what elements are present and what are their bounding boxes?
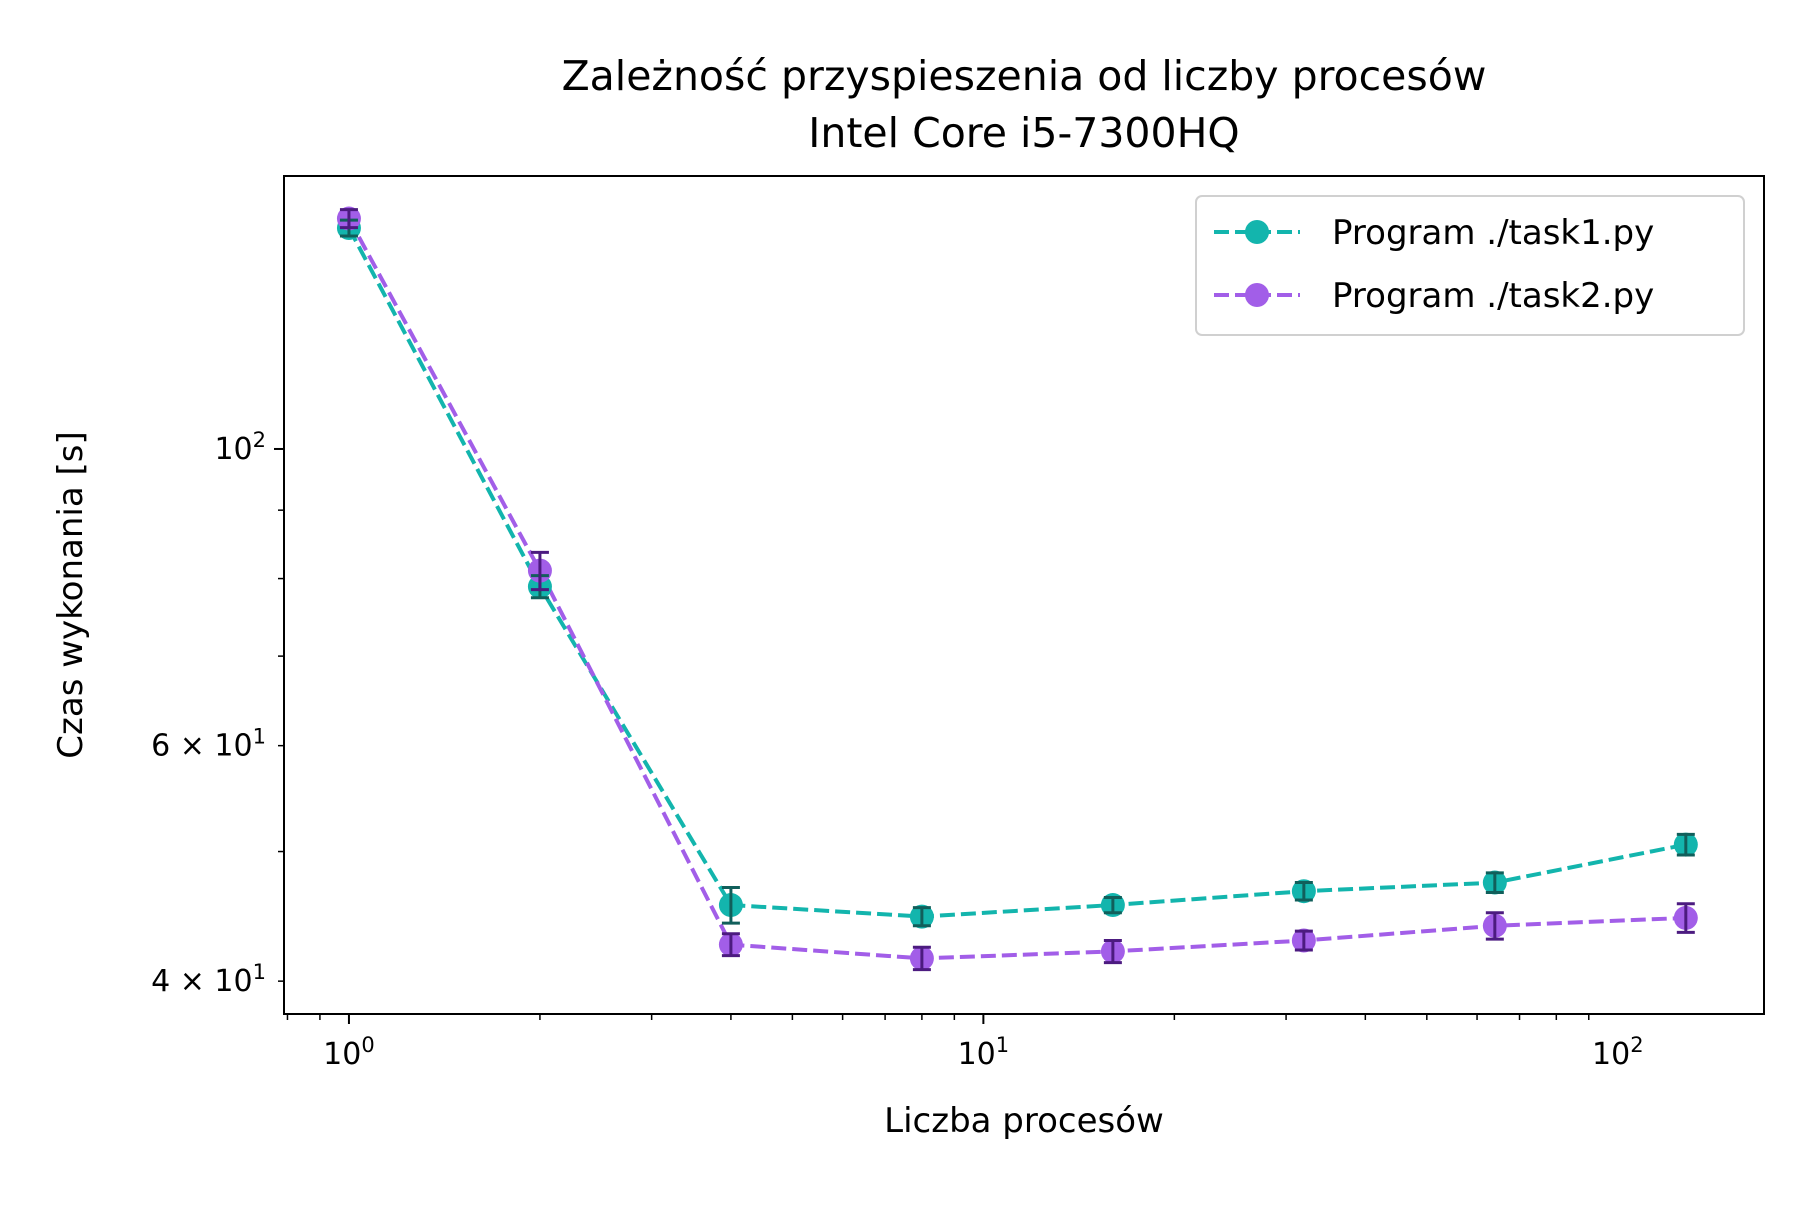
y-tick-label: 4 × 101 [151,960,266,999]
plot-content [336,206,1698,972]
x-tick-label: 102 [1592,1033,1644,1072]
error-bar-task1 [721,885,740,925]
y-tick-label: 6 × 101 [151,725,266,764]
error-bar-task2 [530,550,549,592]
error-bar-task2 [912,945,931,972]
error-bar-task2 [339,208,358,230]
x-axis-label: Liczba procesów [884,1101,1164,1141]
chart-subtitle: Intel Core i5-7300HQ [808,109,1239,157]
error-bar-task2 [1103,938,1122,965]
chart-title: Zależność przyspieszenia od liczby proce… [562,52,1487,100]
error-bar-task1 [1103,895,1122,915]
error-bar-task2 [1294,929,1313,952]
legend-marker-task2 [1245,283,1269,307]
legend: Program ./task1.py Program ./task2.py [1195,195,1745,336]
plot-frame [283,175,1765,1015]
error-bar-task2 [1676,902,1695,934]
legend-label-task2: Program ./task2.py [1332,276,1654,316]
legend-entry-task2: Program ./task2.py [1214,276,1654,316]
series-line-task2 [347,217,1686,961]
error-bar-task1 [1294,881,1313,902]
error-bar-task2 [721,932,740,958]
axis-ticks: 100 101 102 4 × 101 6 × 101 102 [151,428,1643,1072]
legend-entry-task1: Program ./task1.py [1214,213,1654,253]
error-bar-task1 [1676,832,1695,857]
y-axis-label: Czas wykonania [s] [51,431,91,758]
legend-marker-task1 [1245,220,1269,244]
x-tick-label: 101 [958,1033,1010,1072]
x-tick-label: 100 [323,1033,375,1072]
legend-frame [1195,195,1745,336]
error-bar-task2 [1485,911,1504,941]
y-tick-label: 102 [214,428,266,467]
error-bar-task1 [912,906,931,928]
legend-label-task1: Program ./task1.py [1332,213,1654,253]
series-line-task1 [347,227,1687,919]
error-bar-task1 [1485,871,1504,894]
